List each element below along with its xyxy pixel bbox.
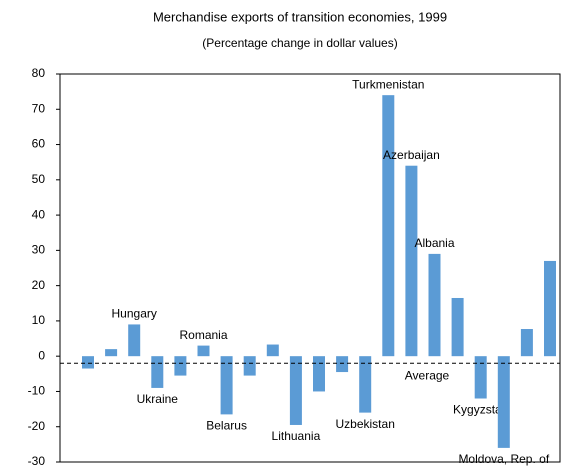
bar [174,356,187,376]
bar [405,165,418,357]
bar [497,356,510,448]
y-tick-label: 70 [32,101,46,115]
bar [336,356,349,373]
bar-label: Moldova, Rep. of [458,452,549,466]
bar-label: Ukraine [137,392,179,406]
bar [243,356,256,376]
bar [151,356,164,388]
chart-title: Merchandise exports of transition econom… [153,9,447,24]
bar [197,345,210,357]
bar [359,356,372,413]
average-label: Average [405,368,450,382]
bar [382,95,395,357]
y-tick-label: 50 [32,172,46,186]
y-tick-label: 80 [32,66,46,80]
bar-label: Belarus [206,419,247,433]
bar [313,356,325,392]
bar [128,324,141,357]
bar [220,356,233,415]
bar [105,349,118,357]
y-tick-label: 0 [38,348,45,362]
y-tick-label: -30 [28,454,46,467]
bar-label: Hungary [112,307,157,321]
y-tick-label: -20 [28,419,46,433]
bar [474,356,487,399]
y-tick-label: 30 [32,243,46,257]
bar-label: Turkmenistan [352,77,424,91]
bar [289,356,302,425]
y-tick-label: 40 [32,207,46,221]
bar [451,297,464,357]
bar-label: Azerbaijan [383,148,440,162]
bar [266,344,279,357]
bar [544,260,556,357]
bar-label: Albania [414,236,454,250]
bar [520,329,533,357]
bar-label: Uzbekistan [336,417,395,431]
y-tick-label: 60 [32,137,46,151]
plot-frame [59,73,561,463]
bar-label: Lithuania [272,429,321,443]
bar-label: Romania [179,328,227,342]
bar [428,253,441,357]
bar [82,356,94,369]
bar-label: Kygyzstan [453,403,508,417]
chart-subtitle: (Percentage change in dollar values) [202,36,397,50]
y-tick-label: -10 [28,384,46,398]
y-tick-label: 10 [32,313,46,327]
y-tick-label: 20 [32,278,46,292]
